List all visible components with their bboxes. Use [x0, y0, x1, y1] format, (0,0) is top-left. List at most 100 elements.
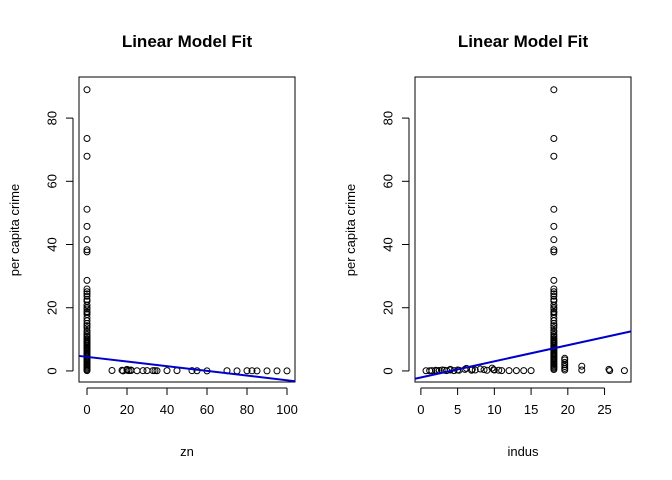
data-point — [550, 152, 558, 160]
y-tick-label: 20 — [44, 300, 59, 314]
data-point — [550, 305, 558, 313]
data-point — [83, 205, 91, 213]
data-point — [561, 361, 569, 369]
data-point — [620, 367, 628, 375]
data-point — [83, 308, 91, 316]
data-point — [527, 367, 535, 375]
chart-title: Linear Model Fit — [458, 32, 589, 51]
chart-panel-indus: Linear Model Fit indus per capita crime … — [343, 32, 632, 459]
data-point — [561, 363, 569, 371]
x-tick-label: 60 — [200, 402, 214, 417]
data-point — [83, 152, 91, 160]
x-tick-label: 80 — [240, 402, 254, 417]
x-axis-label: zn — [180, 444, 194, 459]
data-point — [550, 205, 558, 213]
data-point — [188, 367, 196, 375]
data-point — [550, 285, 558, 293]
data-point — [505, 367, 513, 375]
data-point — [149, 367, 157, 375]
data-point — [550, 292, 558, 300]
data-point — [83, 236, 91, 244]
x-tick-label: 100 — [276, 402, 298, 417]
y-tick-label: 0 — [44, 367, 59, 374]
data-point — [476, 365, 484, 373]
data-point — [83, 135, 91, 143]
data-point — [83, 319, 91, 327]
chart-panel-zn: Linear Model Fit zn per capita crime 0 20… — [7, 32, 298, 459]
y-axis-label: per capita crime — [7, 184, 22, 276]
data-point — [550, 86, 558, 94]
data-point — [83, 324, 91, 332]
data-point — [248, 367, 256, 375]
data-point — [550, 328, 558, 336]
data-point — [550, 366, 558, 374]
data-points — [422, 86, 628, 375]
y-axis: 0 20 40 60 80 — [44, 111, 74, 375]
data-point — [253, 367, 261, 375]
data-point — [550, 324, 558, 332]
x-tick-label: 10 — [487, 402, 501, 417]
data-point — [578, 366, 586, 374]
data-point — [83, 246, 91, 254]
data-point — [495, 366, 503, 374]
x-tick-label: 0 — [417, 402, 424, 417]
data-point — [550, 222, 558, 230]
data-point — [163, 367, 171, 375]
regression-line — [78, 354, 296, 383]
data-point — [550, 135, 558, 143]
data-point — [133, 367, 141, 375]
data-point — [498, 367, 506, 375]
chart-title: Linear Model Fit — [122, 32, 253, 51]
data-point — [83, 285, 91, 293]
plot-frame — [78, 76, 296, 383]
x-tick-label: 0 — [83, 402, 90, 417]
x-tick-label: 40 — [160, 402, 174, 417]
y-tick-label: 40 — [380, 237, 395, 251]
x-axis-label: indus — [507, 444, 539, 459]
plot-frame — [414, 76, 632, 383]
data-point — [550, 319, 558, 327]
data-point — [605, 365, 613, 373]
x-axis: 0 20 40 60 80 100 — [83, 387, 298, 417]
data-point — [108, 366, 116, 374]
y-tick-label: 80 — [380, 111, 395, 125]
data-point — [83, 222, 91, 230]
y-tick-label: 60 — [44, 174, 59, 188]
data-point — [520, 367, 528, 375]
data-point — [83, 248, 91, 256]
data-point — [151, 367, 159, 375]
x-tick-label: 25 — [597, 402, 611, 417]
data-point — [550, 317, 558, 325]
y-axis-label: per capita crime — [343, 184, 358, 276]
x-tick-label: 20 — [120, 402, 134, 417]
data-point — [263, 367, 271, 375]
data-point — [561, 366, 569, 374]
x-tick-label: 15 — [524, 402, 538, 417]
data-point — [83, 86, 91, 94]
x-tick-label: 20 — [561, 402, 575, 417]
data-point — [283, 367, 291, 375]
data-points — [83, 86, 291, 375]
data-point — [490, 366, 498, 374]
data-point — [428, 367, 436, 375]
data-point — [606, 367, 614, 375]
y-tick-label: 60 — [380, 174, 395, 188]
data-point — [83, 367, 91, 375]
x-axis: 0 5 10 15 20 25 — [417, 387, 612, 417]
data-point — [83, 288, 91, 296]
data-point — [550, 322, 558, 330]
data-point — [578, 362, 586, 370]
data-point — [561, 356, 569, 364]
data-point — [153, 367, 161, 375]
data-point — [83, 305, 91, 313]
data-point — [550, 288, 558, 296]
y-axis: 0 20 40 60 80 — [380, 111, 410, 375]
data-point — [83, 328, 91, 336]
y-tick-label: 0 — [380, 367, 395, 374]
data-point — [83, 322, 91, 330]
data-point — [143, 367, 151, 375]
regression-line — [414, 330, 632, 380]
data-point — [83, 317, 91, 325]
data-point — [488, 364, 496, 372]
